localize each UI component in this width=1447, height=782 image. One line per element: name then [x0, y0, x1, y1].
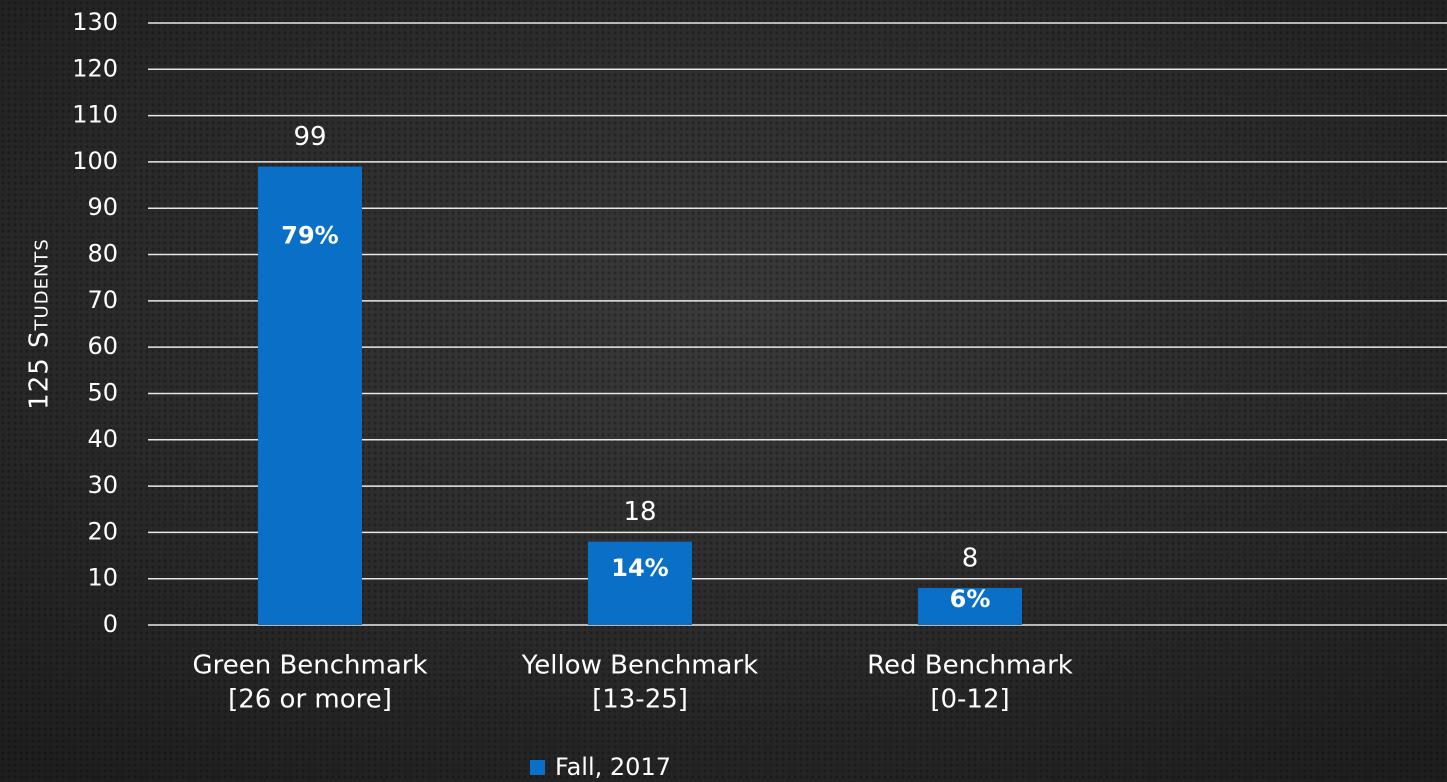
value-label: 8 [962, 543, 979, 573]
y-tick-label: 130 [72, 8, 118, 36]
x-tick-label: Yellow Benchmark [521, 651, 758, 681]
y-tick-label: 50 [87, 378, 118, 406]
value-label: 99 [293, 122, 326, 152]
y-tick-label: 90 [87, 193, 118, 221]
y-tick-label: 0 [103, 610, 118, 638]
y-tick-label: 110 [72, 101, 118, 129]
y-axis-title: 125 Students [25, 238, 55, 410]
percent-label: 14% [611, 554, 668, 582]
bar [258, 166, 362, 626]
y-tick-label: 30 [87, 471, 118, 499]
y-tick-label: 70 [87, 286, 118, 314]
y-tick-label: 10 [87, 564, 118, 592]
x-tick-label: [0-12] [930, 685, 1009, 715]
x-tick-label: Red Benchmark [867, 651, 1073, 681]
y-tick-label: 60 [87, 332, 118, 360]
bar [918, 587, 1022, 625]
legend-label: Fall, 2017 [555, 753, 671, 781]
x-tick-label: Green Benchmark [192, 651, 427, 681]
y-tick-label: 100 [72, 147, 118, 175]
y-tick-label: 20 [87, 517, 118, 545]
y-tick-label: 40 [87, 425, 118, 453]
y-tick-label: 120 [72, 54, 118, 82]
x-tick-label: [13-25] [592, 685, 688, 715]
percent-label: 6% [950, 585, 991, 613]
legend-swatch [530, 760, 545, 775]
x-tick-label: [26 or more] [228, 685, 392, 715]
bar [588, 541, 692, 625]
percent-label: 79% [281, 222, 338, 250]
value-label: 18 [623, 497, 656, 527]
y-tick-label: 80 [87, 240, 118, 268]
